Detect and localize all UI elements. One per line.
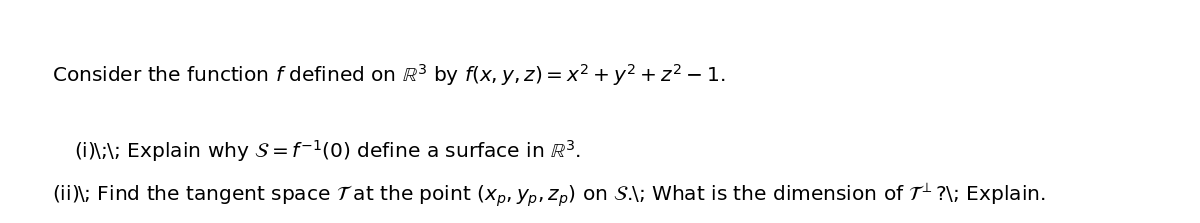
Text: (i)\;\; Explain why $\mathcal{S} = f^{-1}(0)$ define a surface in $\mathbb{R}^3$: (i)\;\; Explain why $\mathcal{S} = f^{-1… (74, 138, 581, 164)
Text: Consider the function $f$ defined on $\mathbb{R}^3$ by $f(x, y, z) = x^2 + y^2 +: Consider the function $f$ defined on $\m… (53, 62, 726, 88)
Text: (ii)\; Find the tangent space $\mathcal{T}$ at the point $(x_p, y_p, z_p)$ on $\: (ii)\; Find the tangent space $\mathcal{… (53, 182, 1046, 210)
